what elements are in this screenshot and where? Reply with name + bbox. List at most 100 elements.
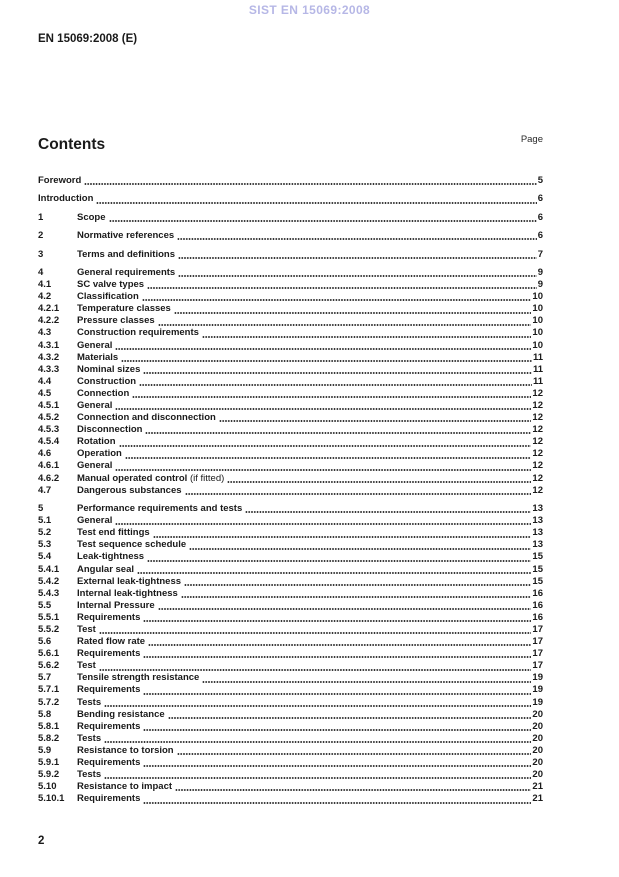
- toc-entry-page-number: 6: [537, 211, 543, 223]
- dot-leader: [104, 732, 532, 745]
- toc-row: 5.5 Internal Pressure 16: [38, 599, 543, 612]
- toc-entry-page-number: 11: [532, 363, 543, 375]
- toc-entry-page-number: 12: [532, 399, 543, 411]
- toc-entry-number: 5.7.2: [38, 696, 60, 708]
- toc-row: 5.4 Leak-tightness 15: [38, 551, 543, 564]
- toc-list: Foreword 5 Introduction 6 1 Scope 6 2 Normative …: [38, 175, 543, 806]
- dot-leader: [143, 757, 532, 770]
- toc-entry-page-number: 12: [532, 460, 543, 472]
- toc-row: 4.6.2 Manual operated control (if fitted)…: [38, 472, 543, 485]
- dot-leader: [218, 412, 532, 425]
- toc-entry-number: 4.3.1: [38, 339, 60, 351]
- toc-row: 5.9.2 Tests 20: [38, 769, 543, 782]
- toc-entry-title: Test: [77, 660, 96, 672]
- toc-entry-page-number: 10: [532, 339, 543, 351]
- toc-row: 4.2.1 Temperature classes 10: [38, 303, 543, 316]
- toc-entry-page-number: 17: [532, 660, 543, 672]
- toc-entry-title: General requirements: [77, 266, 176, 278]
- toc-entry-number: 5.2: [38, 527, 52, 539]
- toc-entry-number: 5.6: [38, 636, 52, 648]
- toc-entry-number: 5.4.1: [38, 563, 60, 575]
- toc-entry-page-number: 15: [532, 563, 543, 575]
- toc-row: 5.4.2 External leak-tightness 15: [38, 575, 543, 588]
- toc-entry-number: 4.5: [38, 387, 52, 399]
- toc-entry-number: 4.2.1: [38, 303, 60, 315]
- toc-entry-title: Foreword: [38, 175, 82, 186]
- toc-entry-page-number: 12: [532, 448, 543, 460]
- toc-entry-number: 5.7: [38, 672, 52, 684]
- toc-entry-page-number: 20: [532, 769, 543, 781]
- toc-entry-page-number: 10: [532, 291, 543, 303]
- toc-entry-number: 5.3: [38, 539, 52, 551]
- toc-entry-number: 2: [38, 230, 44, 242]
- toc-entry-page-number: 19: [532, 684, 543, 696]
- toc-entry-title: Tests: [77, 732, 102, 744]
- toc-entry-title: Operation: [77, 448, 122, 460]
- toc-entry-number: 3: [38, 248, 44, 260]
- dot-leader: [152, 527, 532, 540]
- toc-entry-page-number: 12: [532, 484, 543, 496]
- toc-row: 5.6.1 Requirements 17: [38, 648, 543, 661]
- toc-entry-title-suffix: (if fitted): [187, 472, 225, 484]
- dot-leader: [178, 248, 537, 261]
- toc-entry-number: 5.4.3: [38, 587, 60, 599]
- toc-entry-number: 4.6.1: [38, 460, 60, 472]
- toc-entry-page-number: 13: [532, 539, 543, 551]
- toc-row: 4.1 SC valve types 9: [38, 279, 543, 292]
- toc-row: 5.4.1 Angular seal 15: [38, 563, 543, 576]
- toc-entry-page-number: 15: [532, 575, 543, 587]
- dot-leader: [84, 175, 537, 188]
- toc-row: 5.10.1 Requirements 21: [38, 793, 543, 806]
- toc-entry-page-number: 10: [532, 327, 543, 339]
- toc-entry-page-number: 16: [532, 611, 543, 623]
- toc-entry-title: Test sequence schedule: [77, 539, 187, 551]
- toc-entry-page-number: 5: [537, 175, 543, 186]
- toc-entry-title: Requirements: [77, 648, 141, 660]
- toc-entry-page-number: 19: [532, 696, 543, 708]
- dot-leader: [132, 387, 532, 400]
- toc-entry-title: Performance requirements and tests: [77, 503, 243, 515]
- dot-leader: [143, 648, 532, 661]
- toc-entry-title: General: [77, 339, 113, 351]
- toc-entry-page-number: 12: [532, 412, 543, 424]
- toc-row: 5.2 Test end fittings 13: [38, 527, 543, 540]
- toc-entry-title: Connection: [77, 387, 130, 399]
- toc-entry-title: Construction requirements: [77, 327, 199, 339]
- toc-entry-number: 5: [38, 503, 44, 515]
- toc-entry-page-number: 13: [532, 503, 543, 515]
- toc-entry-page-number: 6: [537, 230, 543, 242]
- toc-entry-page-number: 17: [532, 636, 543, 648]
- toc-entry-number: 4.4: [38, 375, 52, 387]
- toc-entry-number: 5.8: [38, 708, 52, 720]
- toc-entry-number: 1: [38, 211, 44, 223]
- toc-row: 5.6.2 Test 17: [38, 660, 543, 673]
- dot-leader: [143, 611, 532, 624]
- toc-entry-number: 5.8.1: [38, 720, 60, 732]
- dot-leader: [147, 279, 537, 292]
- toc-row: 5.7 Tensile strength resistance 19: [38, 672, 543, 685]
- toc-entry-page-number: 21: [532, 781, 543, 793]
- toc-entry-title: General: [77, 515, 113, 527]
- toc-entry-page-number: 12: [532, 436, 543, 448]
- toc-entry-title: Rated flow rate: [77, 636, 146, 648]
- toc-row: 5.9.1 Requirements 20: [38, 757, 543, 770]
- dot-leader: [141, 291, 532, 304]
- toc-entry-page-number: 16: [532, 599, 543, 611]
- toc-row: 5.1 General 13: [38, 515, 543, 528]
- toc-entry-title: Requirements: [77, 611, 141, 623]
- toc-entry-number: 5.6.2: [38, 660, 60, 672]
- toc-entry-title: Test: [77, 623, 96, 635]
- footer-page-number: 2: [38, 835, 45, 847]
- toc-entry-number: 4.6.2: [38, 472, 60, 484]
- toc-row: 5.5.2 Test 17: [38, 623, 543, 637]
- toc-row: 4.5.2 Connection and disconnection 12: [38, 412, 543, 425]
- toc-row: 5.9 Resistance to torsion 20: [38, 744, 543, 757]
- toc-entry-title: Resistance to torsion: [77, 744, 174, 756]
- toc-entry-title: General: [77, 460, 113, 472]
- toc-entry-page-number: 7: [537, 248, 543, 260]
- toc-entry-title: Manual operated control (if fitted): [77, 472, 225, 484]
- toc-entry-number: 5.10.1: [38, 793, 65, 805]
- toc-entry-page-number: 19: [532, 672, 543, 684]
- dot-leader: [176, 744, 532, 757]
- toc-row: 5.4.3 Internal leak-tightness 16: [38, 587, 543, 600]
